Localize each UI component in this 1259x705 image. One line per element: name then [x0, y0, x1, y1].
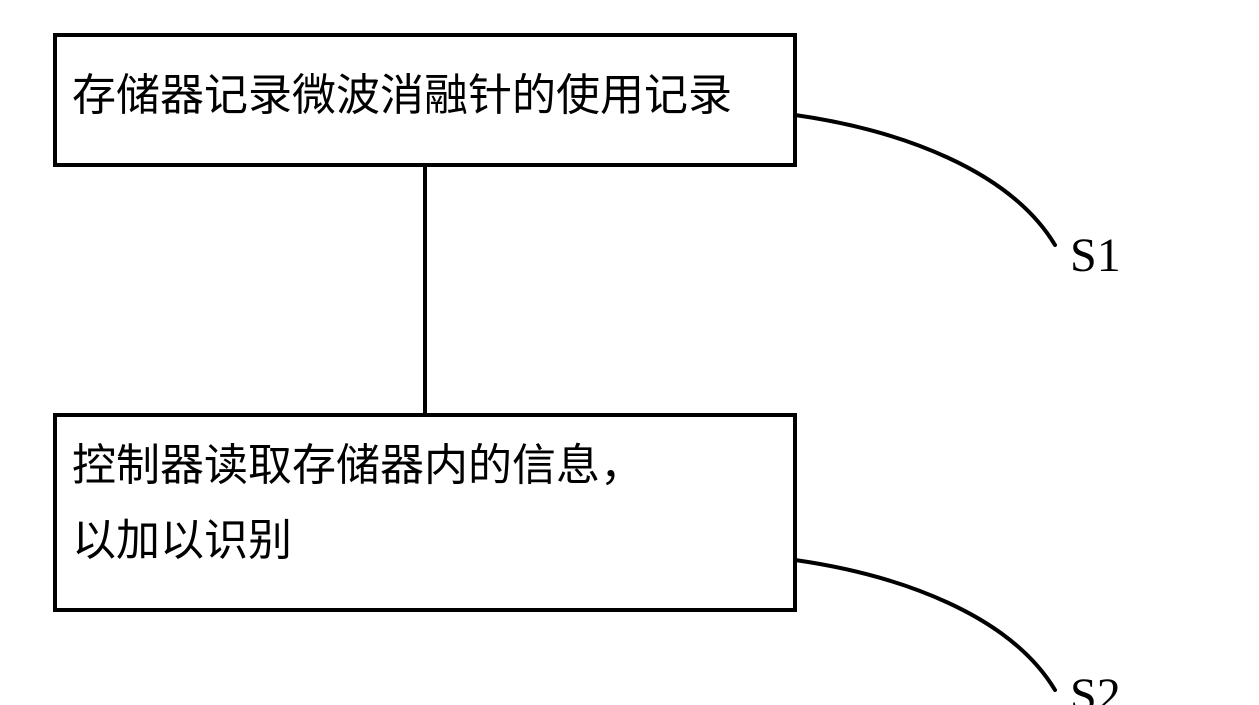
flow-node-s2: 控制器读取存储器内的信息， 以加以识别 [55, 415, 795, 610]
flow-node-s2-text-1: 以加以识别 [72, 516, 292, 565]
callout-label-s2: S2 [1070, 669, 1121, 705]
callout-curve-s1 [795, 115, 1055, 245]
flow-node-s1: 存储器记录微波消融针的使用记录 [55, 35, 795, 165]
flow-node-s2-text-0: 控制器读取存储器内的信息， [72, 441, 644, 490]
callout-curve-s2 [795, 560, 1055, 690]
callout-label-s1: S1 [1070, 229, 1121, 282]
flow-node-s1-text-0: 存储器记录微波消融针的使用记录 [72, 71, 732, 120]
